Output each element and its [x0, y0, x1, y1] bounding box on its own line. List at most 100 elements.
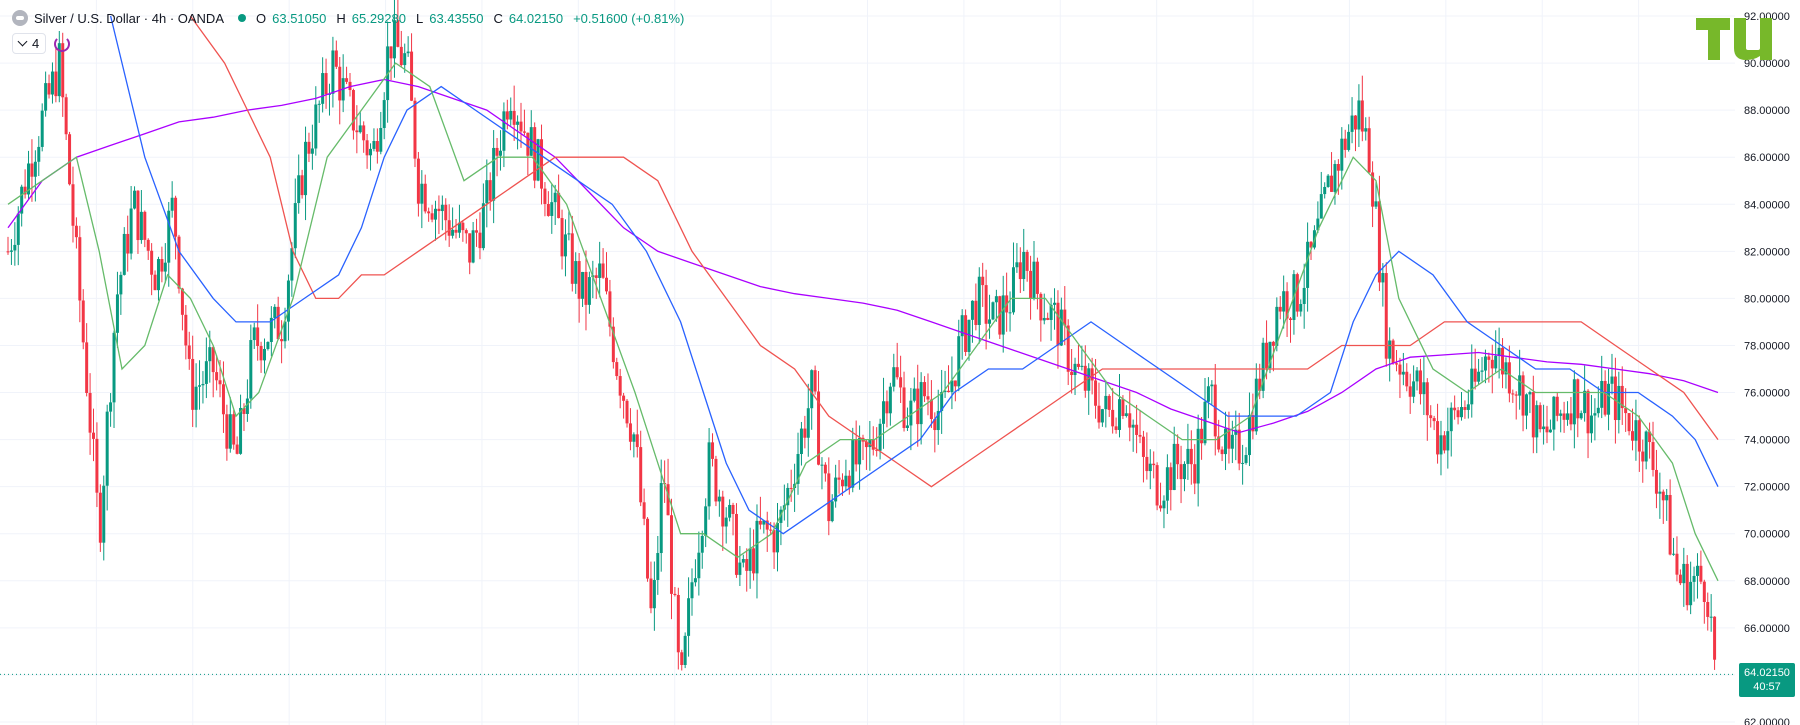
- candle-body: [191, 358, 195, 410]
- candle-body: [1203, 401, 1207, 444]
- candle-body: [475, 230, 479, 233]
- candle-body: [1107, 395, 1111, 410]
- refresh-icon[interactable]: [54, 35, 71, 52]
- candle-body: [232, 414, 236, 445]
- candle-body: [211, 347, 215, 373]
- candle-body: [194, 386, 198, 410]
- candle-body: [1053, 302, 1057, 305]
- candle-body: [334, 50, 338, 67]
- candle-body: [228, 414, 232, 449]
- candle-body: [355, 130, 359, 133]
- candle-body: [618, 376, 622, 396]
- bar-countdown: 40:57: [1753, 681, 1781, 694]
- candle-body: [245, 398, 249, 414]
- candle-body: [1011, 267, 1015, 313]
- candle-body: [981, 276, 985, 286]
- candle-body: [1360, 100, 1364, 132]
- candle-body: [1251, 415, 1255, 432]
- moving-average-green: [7, 62, 1719, 582]
- candle-body: [1538, 405, 1542, 430]
- candle-body: [1323, 186, 1327, 195]
- candle-body: [567, 233, 571, 235]
- candle-body: [936, 410, 940, 431]
- candle-body: [830, 501, 834, 522]
- candle-body: [266, 342, 270, 349]
- candle-body: [440, 204, 444, 212]
- y-axis-tick-label: 62.00000: [1744, 717, 1790, 725]
- candle-body: [1483, 356, 1487, 371]
- indicators-toggle-button[interactable]: 4: [12, 33, 47, 54]
- candle-body: [1528, 392, 1532, 395]
- candle-body: [1514, 394, 1518, 396]
- candle-body: [1097, 405, 1101, 423]
- candle-body: [1490, 359, 1494, 369]
- candle-body: [1620, 385, 1624, 409]
- y-axis-tick-label: 70.00000: [1744, 529, 1790, 541]
- candle-body: [943, 390, 947, 392]
- candle-body: [457, 222, 461, 233]
- candle-body: [1542, 426, 1546, 430]
- candle-body: [1295, 274, 1299, 312]
- y-axis-tick-label: 84.00000: [1744, 199, 1790, 211]
- candle-body: [1521, 375, 1525, 416]
- candle-body: [392, 20, 396, 59]
- candle-body: [1689, 581, 1693, 606]
- candle-body: [174, 197, 178, 237]
- candle-body: [522, 131, 526, 133]
- candle-body: [492, 147, 496, 201]
- candle-body: [505, 111, 509, 120]
- candle-body: [1555, 396, 1559, 416]
- candle-body: [242, 407, 246, 414]
- candle-body: [1559, 413, 1563, 416]
- candle-body: [656, 553, 660, 580]
- candle-body: [1148, 463, 1152, 472]
- candle-body: [905, 425, 909, 428]
- candle-body: [1682, 563, 1686, 584]
- candle-body: [375, 141, 379, 152]
- candle-body: [563, 234, 567, 257]
- candle-body: [1627, 413, 1631, 432]
- candle-body: [187, 345, 191, 359]
- candle-body: [156, 259, 160, 291]
- candle-body: [690, 582, 694, 599]
- candle-body: [239, 407, 243, 454]
- candle-body: [9, 250, 13, 252]
- candle-body: [1702, 581, 1706, 602]
- candle-body: [112, 332, 116, 403]
- candle-body: [608, 291, 612, 327]
- candle-body: [1121, 399, 1125, 416]
- candle-body: [1436, 421, 1440, 455]
- candle-body: [1230, 434, 1234, 449]
- candle-body: [420, 183, 424, 204]
- y-axis-tick-label: 66.00000: [1744, 623, 1790, 635]
- candle-body: [1046, 317, 1050, 320]
- candle-body: [20, 186, 24, 214]
- candle-body: [1641, 451, 1645, 462]
- candle-body: [1247, 415, 1251, 456]
- candle-body: [1699, 565, 1703, 582]
- tradingview-logo: [1696, 18, 1772, 60]
- candle-body: [40, 110, 44, 147]
- candle-body: [338, 66, 342, 101]
- candle-body: [1709, 616, 1713, 618]
- candle-body: [444, 204, 448, 221]
- candle-body: [1347, 131, 1351, 150]
- candle-body: [98, 492, 102, 543]
- candle-body: [1076, 363, 1080, 367]
- candle-body: [540, 139, 544, 189]
- candle-body: [895, 367, 899, 378]
- candle-body: [468, 233, 472, 263]
- candle-body: [687, 598, 691, 636]
- candle-body: [427, 211, 431, 214]
- candle-body: [745, 559, 749, 571]
- candle-body: [1678, 574, 1682, 584]
- candle-body: [926, 396, 930, 400]
- candle-body: [208, 347, 212, 362]
- candle-body: [1466, 404, 1470, 410]
- candle-body: [1285, 291, 1289, 319]
- candle-body: [1001, 295, 1005, 335]
- candle-body: [1025, 251, 1029, 271]
- candle-body: [632, 434, 636, 442]
- symbol-title[interactable]: Silver / U.S. Dollar · 4h · OANDA: [34, 10, 224, 26]
